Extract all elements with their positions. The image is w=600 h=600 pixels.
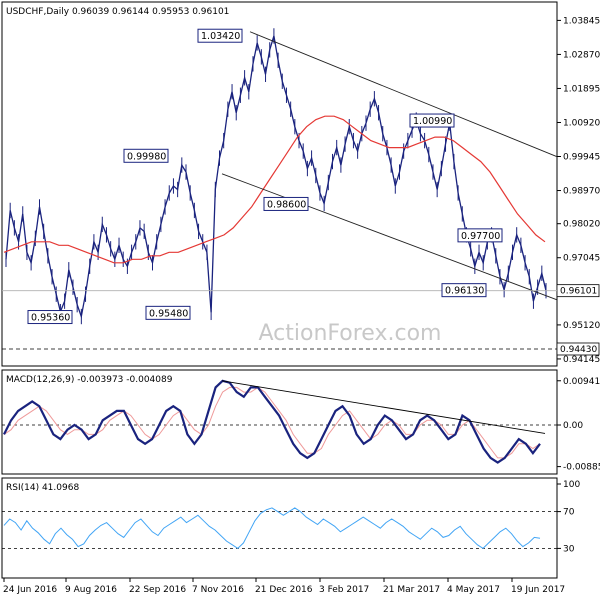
price-label-text: 0.95480 <box>149 308 188 319</box>
price-label-box <box>123 148 169 163</box>
x-tick-label: 7 Nov 2016 <box>192 585 244 595</box>
x-tick-label: 21 Mar 2017 <box>383 585 440 595</box>
watermark: ActionForex.com <box>259 321 442 346</box>
macd-y-tick-label: -0.008852 <box>563 463 600 473</box>
channel-upper-line <box>249 31 558 158</box>
macd-plot <box>2 379 557 464</box>
main-y-tick-label: 0.98020 <box>563 220 600 230</box>
price-label-text: 0.95360 <box>31 313 70 324</box>
x-axis: 24 Jun 2016 9 Aug 2016 22 Sep 2016 7 Nov 20… <box>3 578 565 595</box>
rsi-plot <box>2 507 557 550</box>
rsi-y-tick-label: 30 <box>563 544 575 554</box>
x-tick-label: 9 Aug 2016 <box>65 585 117 595</box>
rsi-title: RSI(14) 41.0968 <box>6 483 79 493</box>
macd-trendline <box>221 380 546 434</box>
macd-y-axis: 0.009411 0.00 -0.008852 <box>557 377 600 473</box>
rsi-y-axis: 100 70 30 <box>557 480 580 554</box>
price-plot <box>2 28 558 350</box>
rsi-y-tick-label: 100 <box>563 480 580 490</box>
x-tick-label: 24 Jun 2016 <box>3 585 57 595</box>
main-y-axis: 1.03845 1.02870 1.01895 1.00920 0.99945 0.989… <box>556 16 600 365</box>
price-label-text: 0.97700 <box>461 231 500 242</box>
main-y-tick-label: 0.98970 <box>563 187 600 197</box>
price-label-text: 0.99980 <box>127 151 166 162</box>
price-label-box <box>409 113 455 128</box>
price-label-box <box>441 283 487 298</box>
main-y-tick-label: 0.94145 <box>563 355 600 365</box>
price-label-text: 1.03420 <box>201 31 240 42</box>
main-y-tick-label: 0.97045 <box>563 254 600 264</box>
x-tick-label: 22 Sep 2016 <box>129 585 186 595</box>
price-label-box <box>27 310 73 325</box>
macd-y-tick-label: 0.009411 <box>563 377 600 387</box>
rsi-panel <box>1 477 558 579</box>
x-tick-label: 4 May 2017 <box>447 585 500 595</box>
macd-panel <box>1 369 558 475</box>
macd-y-tick-label: 0.00 <box>563 421 583 431</box>
x-tick-label: 3 Feb 2017 <box>319 585 369 595</box>
main-panel <box>1 1 558 367</box>
main-y-tick-label: 1.01895 <box>563 84 600 94</box>
macd-signal-line <box>3 386 541 459</box>
rsi-line <box>3 507 541 550</box>
price-label-text: 1.00990 <box>413 116 452 127</box>
price-label-text: 0.98600 <box>267 199 306 210</box>
price-label-box <box>263 196 309 211</box>
channel-lower-line <box>221 173 558 301</box>
x-tick-label: 19 Jun 2017 <box>511 585 565 595</box>
macd-line <box>3 379 541 464</box>
main-y-tick-label: 1.02870 <box>563 50 600 60</box>
price-label-box <box>197 28 243 43</box>
main-y-tick-label: 0.99945 <box>563 153 600 163</box>
main-y-tick-label: 1.03845 <box>563 16 600 26</box>
price-label-text: 0.96130 <box>445 286 484 297</box>
main-y-tick-label: 0.95120 <box>563 321 600 331</box>
main-title: USDCHF,Daily 0.96039 0.96144 0.95953 0.9… <box>6 7 229 17</box>
rsi-y-tick-label: 70 <box>563 508 575 518</box>
moving-average-line <box>3 115 546 264</box>
x-tick-label: 21 Dec 2016 <box>255 585 313 595</box>
macd-title: MACD(12,26,9) -0.003973 -0.004089 <box>6 375 173 385</box>
price-series-line <box>5 35 547 320</box>
current-price-tag-label: 0.96101 <box>560 287 597 297</box>
price-label-box <box>145 305 191 320</box>
price-label-box <box>457 228 503 243</box>
support-tag-label: 0.94430 <box>560 345 597 355</box>
main-y-tick-label: 1.00920 <box>563 118 600 128</box>
price-annotations: 1.03420 0.99980 0.98600 1.00990 0.97700 0.961… <box>27 28 503 325</box>
